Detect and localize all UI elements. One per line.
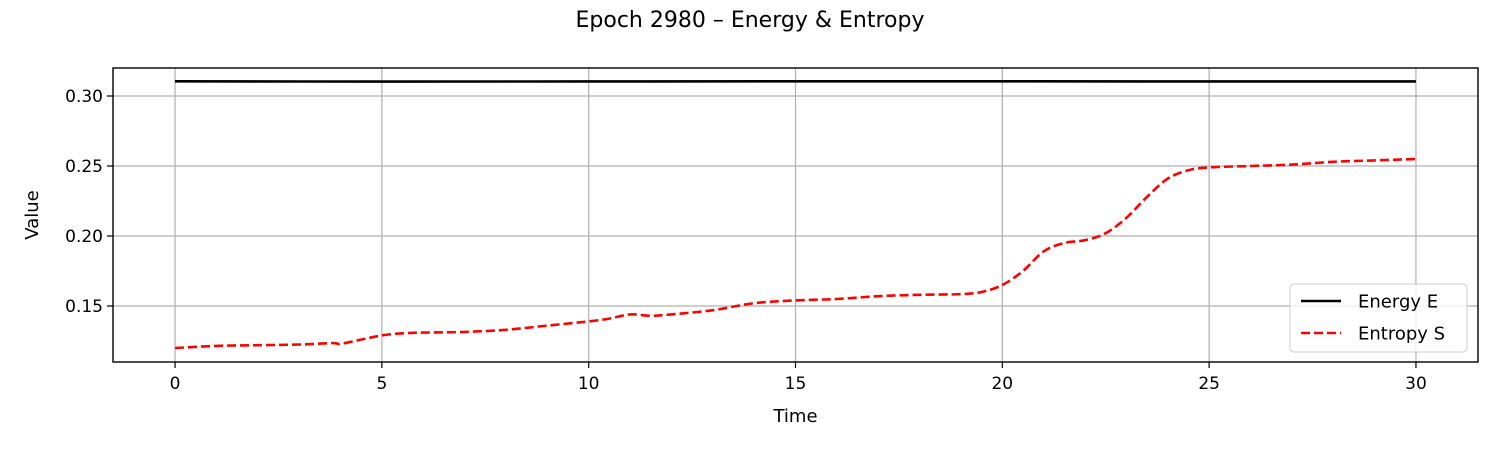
y-tick-label: 0.15 (65, 297, 103, 317)
y-tick-label: 0.30 (65, 87, 103, 107)
entropy-line (174, 157, 1416, 350)
x-tick-label: 20 (991, 374, 1013, 394)
chart-title: Epoch 2980 – Energy & Entropy (576, 8, 925, 33)
x-tick-label: 30 (1405, 374, 1427, 394)
y-tick-label: 0.25 (65, 157, 103, 177)
y-tick-label: 0.20 (65, 227, 103, 247)
legend-label-entropy: Entropy S (1358, 324, 1445, 345)
grid (113, 68, 1478, 362)
x-tick-label: 25 (1198, 374, 1220, 394)
x-tick-label: 5 (376, 374, 387, 394)
axis-ticks: 0 5 10 15 20 25 30 0.15 0.20 0.25 0.30 (65, 87, 1427, 394)
y-axis-label: Value (22, 190, 43, 239)
plot-series (174, 79, 1416, 350)
legend: Energy E Entropy S (1289, 283, 1468, 353)
x-tick-label: 0 (170, 374, 181, 394)
x-tick-label: 15 (785, 374, 807, 394)
x-tick-label: 10 (578, 374, 600, 394)
legend-label-energy: Energy E (1358, 292, 1438, 313)
x-axis-label: Time (772, 406, 817, 427)
